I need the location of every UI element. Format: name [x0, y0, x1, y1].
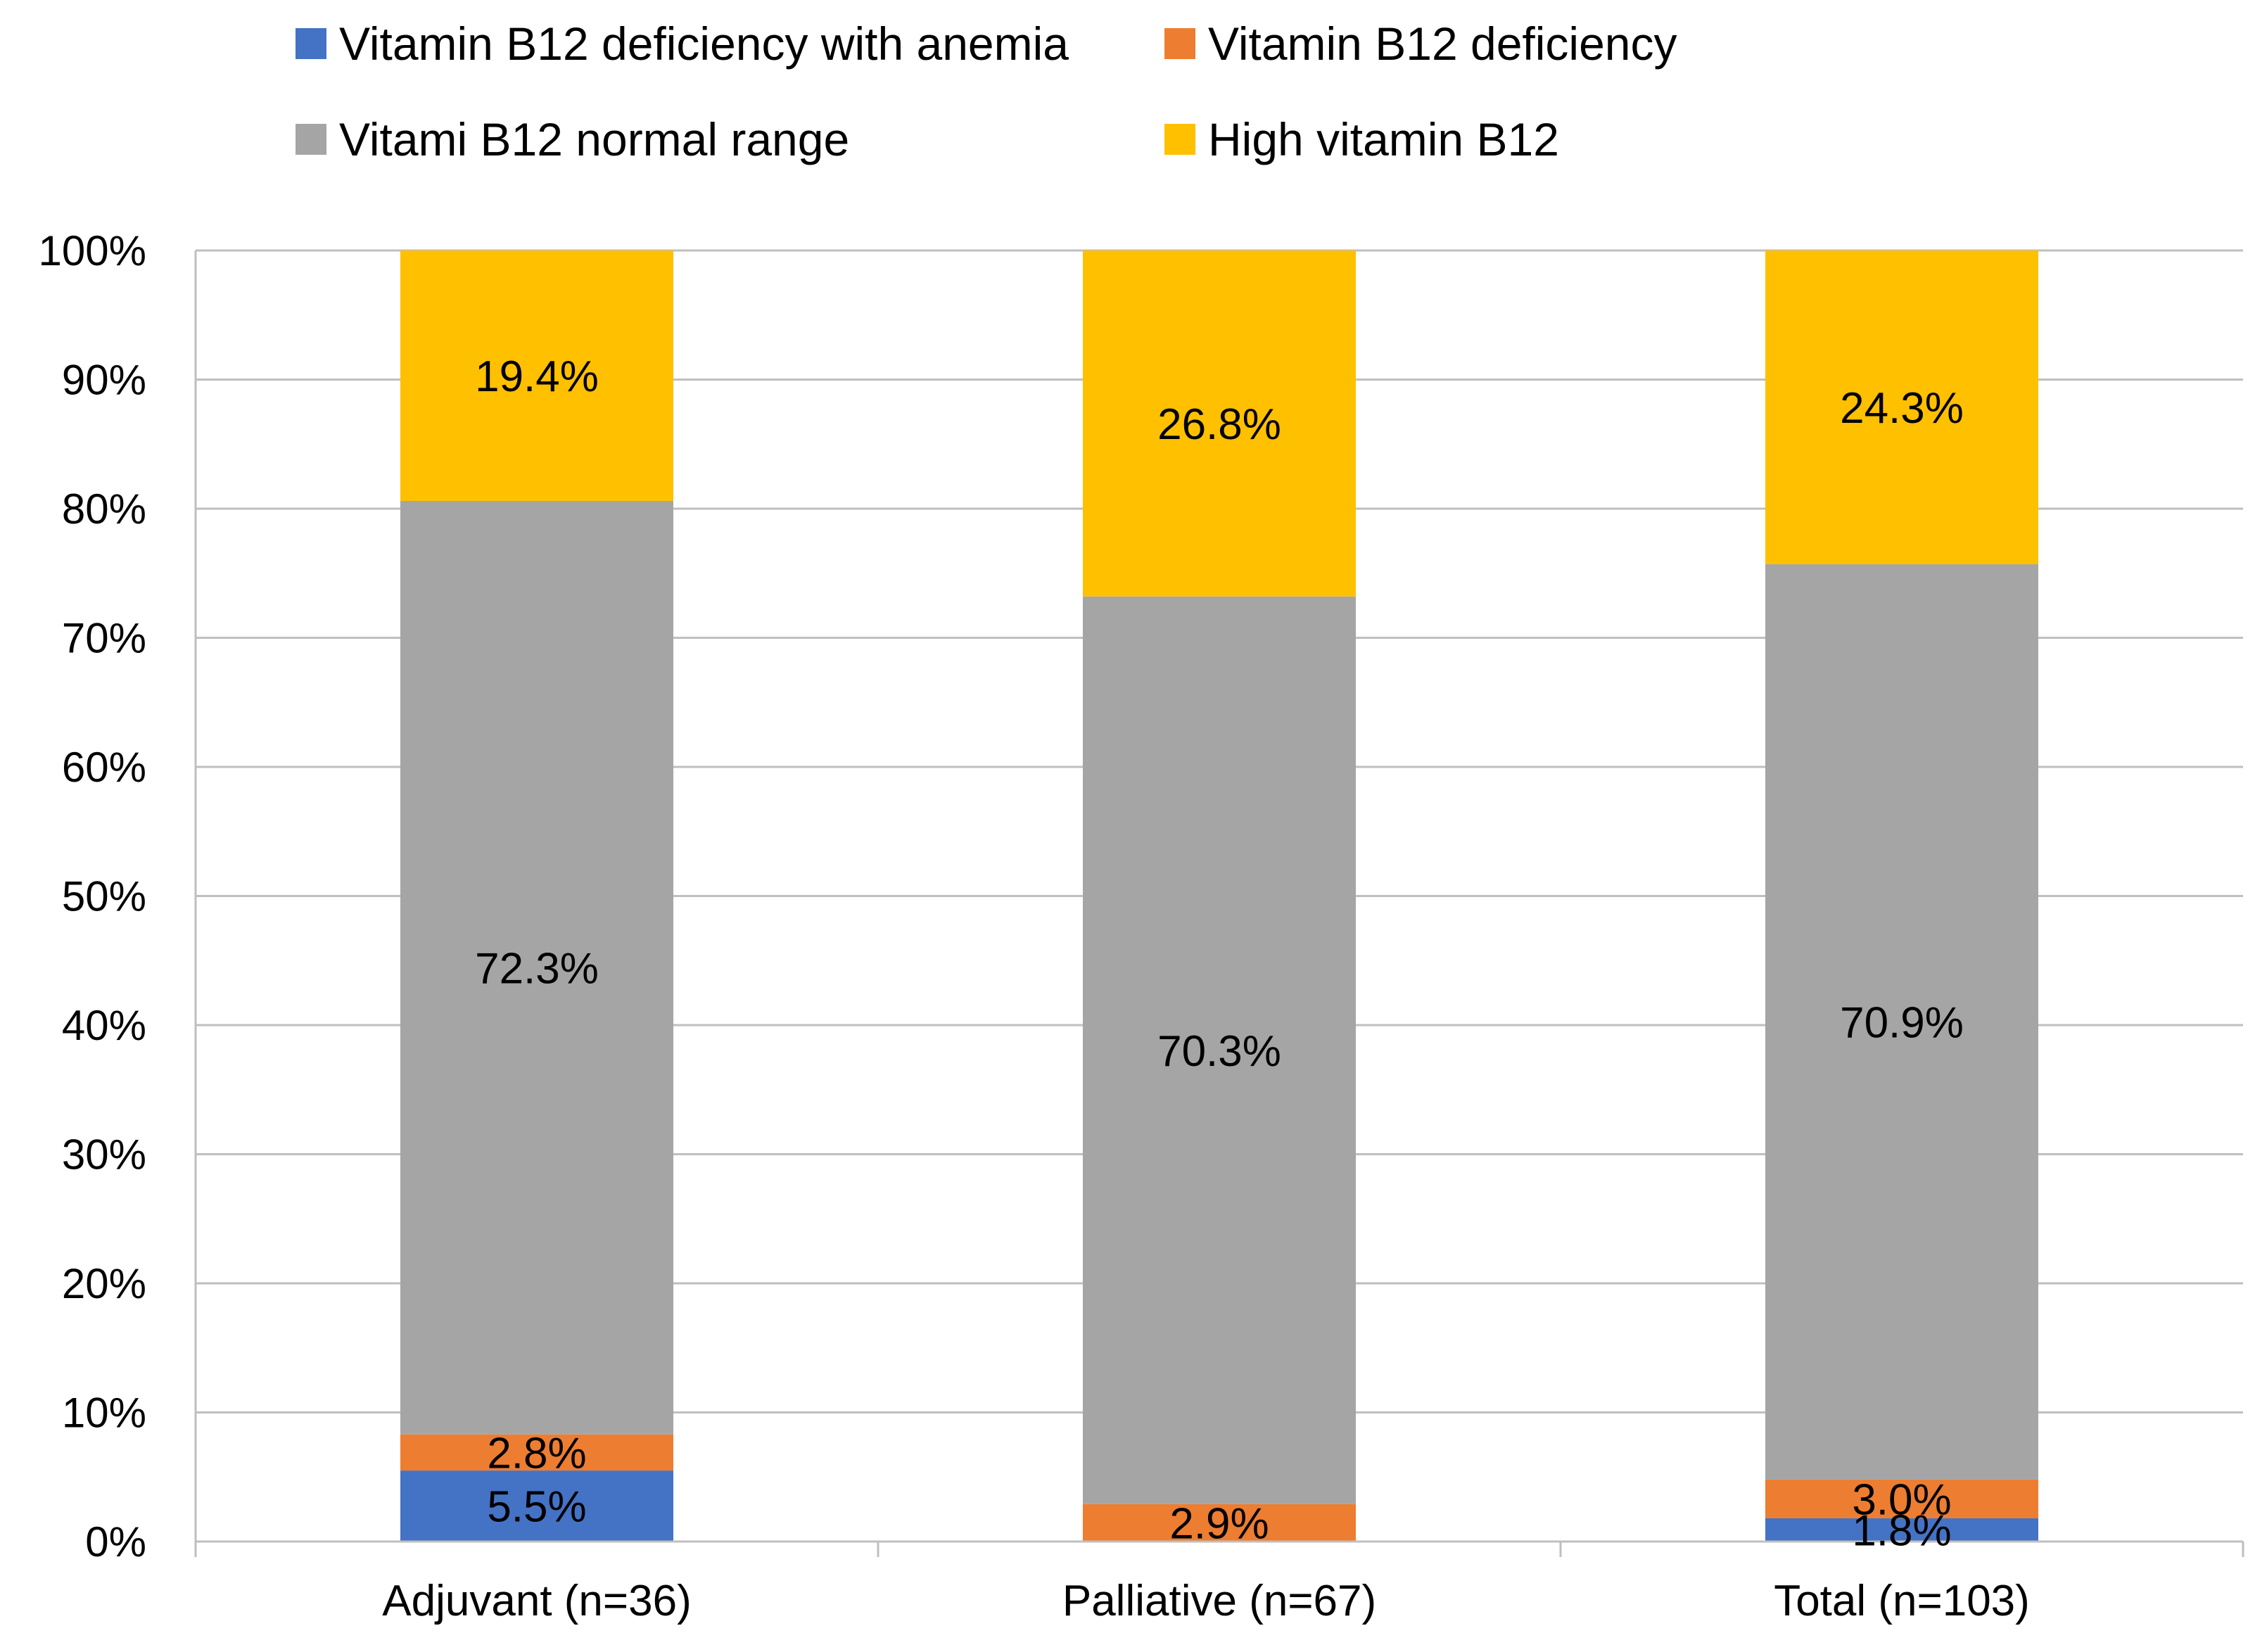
data-label: 26.8%: [1157, 400, 1281, 449]
data-label: 70.9%: [1840, 998, 1964, 1047]
legend-swatch-yellow: [1164, 124, 1195, 155]
x-category-label: Total (n=103): [1774, 1577, 2030, 1625]
y-tick-label: 100%: [39, 227, 146, 274]
y-tick-label: 60%: [62, 744, 146, 791]
bar-segment: [1765, 1479, 2038, 1518]
legend-label: Vitamin B12 deficiency with anemia: [339, 18, 1069, 70]
legend-item-deficiency: Vitamin B12 deficiency: [1164, 15, 1677, 72]
data-label: 70.3%: [1157, 1027, 1281, 1076]
data-label: 19.4%: [475, 352, 599, 401]
legend-item-deficiency-with-anemia: Vitamin B12 deficiency with anemia: [296, 15, 1069, 72]
bar-segment: [1083, 596, 1356, 1504]
y-axis-tick-labels: 0% 10% 20% 30% 40% 50% 60% 70% 80% 90% 100%: [39, 227, 146, 1565]
data-label: 3.0%: [1852, 1475, 1951, 1524]
legend-swatch-blue: [296, 28, 326, 59]
bar-segment: [1765, 1518, 2038, 1542]
bar-segment: [1083, 250, 1356, 597]
data-label: 5.5%: [487, 1483, 586, 1532]
bar-segment: [400, 500, 673, 1435]
y-tick-label: 10%: [62, 1390, 146, 1437]
y-tick-label: 20%: [62, 1260, 146, 1307]
y-tick-label: 0%: [85, 1518, 146, 1565]
data-label: 2.9%: [1169, 1499, 1269, 1548]
axes: [194, 250, 2244, 1557]
legend-label: Vitamin B12 deficiency: [1208, 18, 1677, 70]
data-labels: 5.5% 2.8% 72.3% 19.4% 2.9% 70.3% 26.8% 1.8%3.0%…: [475, 352, 1964, 1555]
bar-segment: [400, 1470, 673, 1542]
bar-segment: [1083, 1504, 1356, 1542]
y-tick-label: 50%: [62, 873, 146, 920]
y-tick-label: 70%: [62, 615, 146, 662]
x-category-label: Palliative (n=67): [1062, 1577, 1376, 1625]
bar-segment: [1765, 250, 2038, 564]
y-tick-label: 30%: [62, 1131, 146, 1178]
legend-item-normal-range: Vitami B12 normal range: [296, 111, 849, 167]
bar-segment: [1765, 564, 2038, 1480]
legend-label: High vitamin B12: [1208, 113, 1559, 165]
y-tick-label: 40%: [62, 1002, 146, 1049]
data-label: 72.3%: [475, 944, 599, 993]
y-tick-label: 90%: [62, 357, 146, 404]
x-category-label: Adjuvant (n=36): [382, 1577, 691, 1625]
legend-label: Vitami B12 normal range: [339, 113, 850, 165]
legend: Vitamin B12 deficiency with anemia Vitam…: [0, 0, 2255, 183]
y-tick-label: 80%: [62, 485, 146, 533]
data-label: 24.3%: [1840, 384, 1964, 433]
legend-item-high: High vitamin B12: [1164, 111, 1559, 167]
data-label: 2.8%: [487, 1429, 586, 1478]
legend-swatch-orange: [1164, 28, 1195, 59]
bar-segment: [400, 1434, 673, 1471]
bar-segment: [400, 250, 673, 501]
x-axis-category-labels: Adjuvant (n=36) Palliative (n=67) Total (n…: [382, 1577, 2030, 1625]
data-label: 1.8%: [1852, 1506, 1951, 1555]
bars: [400, 250, 2038, 1542]
legend-swatch-gray: [296, 124, 326, 155]
